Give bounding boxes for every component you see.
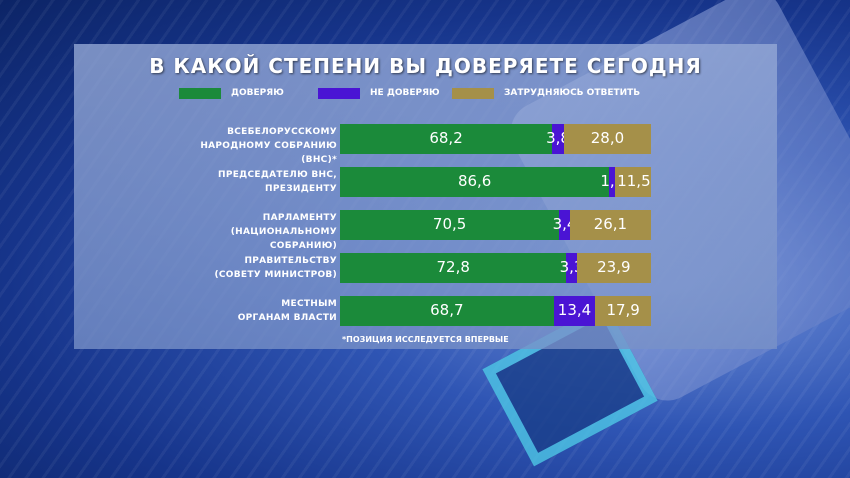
- category-label: ВСЕБЕЛОРУССКОМУ НАРОДНОМУ СОБРАНИЮ (ВНС)*: [194, 125, 337, 167]
- legend-label-distrust: НЕ ДОВЕРЯЮ: [370, 88, 440, 98]
- legend-item-distrust: НЕ ДОВЕРЯЮ: [318, 87, 440, 99]
- bar-segment-trust: 72,8: [340, 253, 567, 283]
- data-label-undecided: 28,0: [590, 129, 625, 147]
- bar-segment-undecided: 17,9: [595, 296, 651, 326]
- legend-label-trust: ДОВЕРЯЮ: [231, 88, 284, 98]
- stacked-bar: 68,7 13,4 17,9: [340, 296, 651, 326]
- bar-segment-undecided: 26,1: [569, 210, 651, 240]
- category-label-line: ПРЕДСЕДАТЕЛЮ ВНС,: [217, 170, 337, 180]
- data-label-trust: 70,5: [432, 215, 467, 233]
- legend-item-undecided: ЗАТРУДНЯЮСЬ ОТВЕТИТЬ: [452, 87, 640, 99]
- chart-title: В КАКОЙ СТЕПЕНИ ВЫ ДОВЕРЯЕТЕ СЕГОДНЯ: [149, 54, 702, 78]
- bar-segment-undecided: 23,9: [576, 253, 651, 283]
- category-label: ПАРЛАМЕНТУ (НАЦИОНАЛЬНОМУ СОБРАНИЮ): [194, 211, 337, 253]
- legend-swatch-trust: [179, 87, 221, 99]
- data-label-distrust: 13,4: [557, 301, 592, 319]
- category-label-line: ОРГАНАМ ВЛАСТИ: [237, 313, 337, 323]
- category-label-line: ПРЕЗИДЕНТУ: [265, 184, 337, 194]
- legend-swatch-distrust: [318, 87, 360, 99]
- category-label-line: МЕСТНЫМ: [281, 299, 337, 309]
- data-label-undecided: 11,5: [617, 172, 651, 190]
- category-label: ПРЕДСЕДАТЕЛЮ ВНС, ПРЕЗИДЕНТУ: [194, 168, 337, 196]
- category-label: МЕСТНЫМ ОРГАНАМ ВЛАСТИ: [194, 297, 337, 325]
- bar-segment-trust: 86,6: [340, 167, 610, 197]
- legend-label-undecided: ЗАТРУДНЯЮСЬ ОТВЕТИТЬ: [504, 88, 641, 98]
- bar-segment-undecided: 28,0: [563, 124, 651, 154]
- bar-segment-trust: 70,5: [340, 210, 560, 240]
- data-label-trust: 72,8: [436, 258, 470, 276]
- bar-segment-distrust: 3,3: [560, 253, 583, 283]
- bar-segment-distrust: 13,4: [553, 296, 596, 326]
- bar-segment-trust: 68,7: [340, 296, 554, 326]
- category-label-line: (НАЦИОНАЛЬНОМУ СОБРАНИЮ): [230, 227, 337, 251]
- data-label-undecided: 23,9: [597, 258, 631, 276]
- category-label-line: НАРОДНОМУ СОБРАНИЮ (ВНС)*: [200, 141, 337, 165]
- category-label-line: (СОВЕТУ МИНИСТРОВ): [214, 270, 337, 280]
- data-label-trust: 86,6: [457, 172, 492, 190]
- data-label-undecided: 17,9: [606, 301, 640, 319]
- bar-segment-distrust: 3,8: [546, 124, 570, 154]
- stacked-bar: 68,2 3,8 28,0: [340, 124, 651, 154]
- data-label-trust: 68,2: [429, 129, 463, 147]
- category-label-line: ВСЕБЕЛОРУССКОМУ: [227, 127, 337, 137]
- bar-segment-distrust: 3,4: [553, 210, 576, 240]
- footnote: *ПОЗИЦИЯ ИССЛЕДУЕТСЯ ВПЕРВЫЕ: [342, 335, 509, 344]
- data-label-undecided: 26,1: [593, 215, 628, 233]
- legend-item-trust: ДОВЕРЯЮ: [179, 87, 284, 99]
- stacked-bar: 72,8 3,3 23,9: [340, 253, 651, 283]
- data-label-trust: 68,7: [430, 301, 464, 319]
- bar-segment-trust: 68,2: [340, 124, 553, 154]
- category-label-line: ПРАВИТЕЛЬСТВУ: [244, 256, 337, 266]
- category-label: ПРАВИТЕЛЬСТВУ (СОВЕТУ МИНИСТРОВ): [194, 254, 337, 282]
- stacked-bar: 86,6 1,9 11,5: [340, 167, 651, 197]
- legend-swatch-undecided: [452, 87, 494, 99]
- chart-panel: В КАКОЙ СТЕПЕНИ ВЫ ДОВЕРЯЕТЕ СЕГОДНЯ ДОВ…: [74, 44, 777, 349]
- category-label-line: ПАРЛАМЕНТУ: [262, 213, 337, 223]
- bar-segment-undecided: 11,5: [615, 167, 651, 197]
- stacked-bar: 70,5 3,4 26,1: [340, 210, 651, 240]
